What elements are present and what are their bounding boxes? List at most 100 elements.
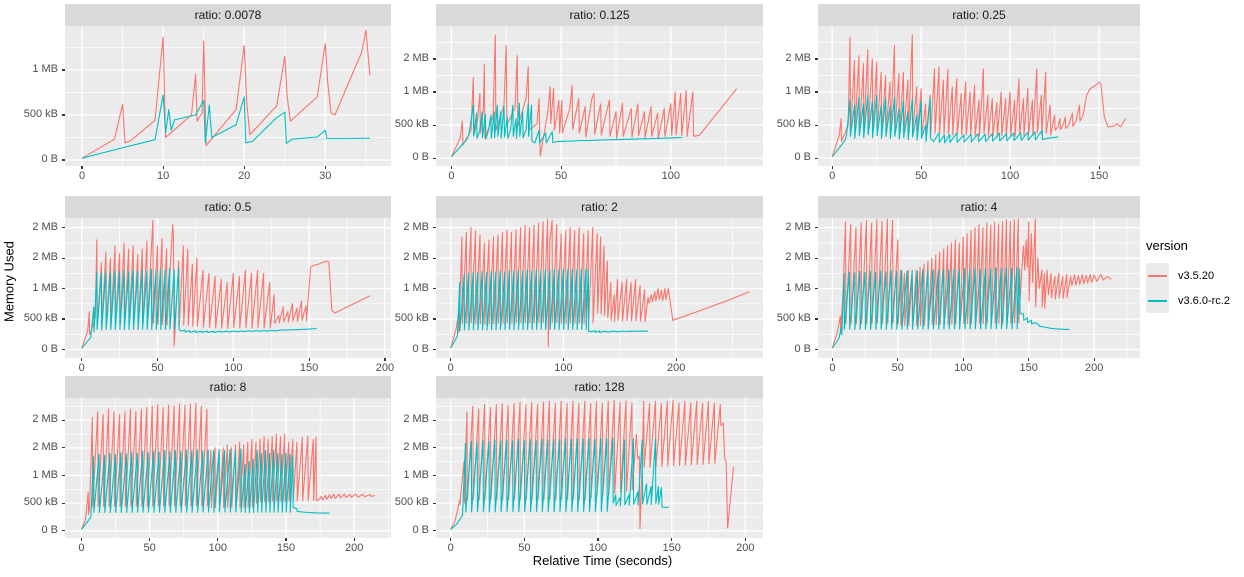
y-tick-label: 2 MB xyxy=(785,52,811,64)
series-line-v3.6.0-rc.2 xyxy=(450,268,649,349)
legend-key xyxy=(1146,288,1169,313)
y-axis-title: Memory Used xyxy=(1,241,17,323)
x-tick-label: 0 xyxy=(829,170,836,182)
legend-key-line-icon xyxy=(1148,274,1167,277)
legend-key-line-icon xyxy=(1148,299,1167,302)
y-axis-labels: 0 B 500 kB 1 MB 2 MB xyxy=(388,26,436,166)
x-tick-mark xyxy=(324,166,326,169)
y-tick-label: 2 MB xyxy=(403,220,429,233)
facet-strip: ratio: 0.25 xyxy=(818,4,1140,26)
y-tick-label: 0 B xyxy=(412,342,429,355)
y-tick-mark xyxy=(433,530,436,532)
y-tick-label: 0 B xyxy=(412,151,429,164)
x-tick-label: 0 xyxy=(78,170,86,182)
x-tick-mark xyxy=(243,166,245,169)
legend-title: version xyxy=(1146,238,1188,253)
series-line-v3.5.20 xyxy=(450,34,738,158)
y-tick-mark xyxy=(433,157,436,159)
x-tick-mark xyxy=(285,538,287,541)
x-tick-label: 100 xyxy=(208,542,227,554)
y-tick-label: 2 MB xyxy=(403,440,429,453)
series-line-v3.6.0-rc.2 xyxy=(450,437,669,530)
series-line-v3.6.0-rc.2 xyxy=(80,448,330,530)
facet-4: ratio: 4 0 B 500 kB 1 MB 2 MB 2 MB 0 50 100 150 20… xyxy=(770,196,1140,378)
y-tick-label: 500 kB xyxy=(394,312,429,324)
x-tick-label: 30 xyxy=(319,170,332,182)
y-axis-labels: 0 B 500 kB 1 MB 2 MB 2 MB xyxy=(388,218,436,358)
legend-entry: v3.6.0-rc.2 xyxy=(1146,288,1242,313)
y-tick-mark xyxy=(433,227,436,229)
x-tick-mark xyxy=(962,358,964,361)
y-tick-mark xyxy=(62,114,65,116)
x-axis-labels: 0 100 200 xyxy=(436,358,763,378)
y-axis-labels: 0 B 500 kB 1 MB 2 MB xyxy=(770,26,818,166)
legend-entry-label: v3.6.0-rc.2 xyxy=(1178,294,1230,307)
x-tick-mark xyxy=(450,358,452,361)
series-line-v3.5.20 xyxy=(831,34,1127,157)
y-tick-mark xyxy=(815,318,818,320)
y-tick-mark xyxy=(62,159,65,161)
facet-strip: ratio: 4 xyxy=(818,196,1140,218)
x-tick-mark xyxy=(597,538,599,541)
x-tick-label: 100 xyxy=(224,362,243,374)
x-tick-mark xyxy=(80,538,83,541)
facet-strip: ratio: 0.125 xyxy=(436,4,763,26)
x-axis-labels: 0 10 20 30 xyxy=(65,166,391,186)
x-tick-label: 200 xyxy=(345,542,364,554)
y-tick-mark xyxy=(62,257,65,259)
facet-strip: ratio: 0.5 xyxy=(65,196,391,218)
x-tick-mark xyxy=(156,358,159,361)
series-line-v3.6.0-rc.2 xyxy=(81,94,370,159)
y-tick-mark xyxy=(815,58,818,60)
x-tick-mark xyxy=(560,166,562,169)
x-tick-mark xyxy=(353,538,355,541)
y-tick-label: 1 MB xyxy=(403,85,429,97)
x-tick-mark xyxy=(920,166,922,169)
y-tick-mark xyxy=(433,288,436,290)
x-tick-label: 150 xyxy=(299,362,319,374)
series-line-v3.6.0-rc.2 xyxy=(81,267,317,349)
facet-strip: ratio: 2 xyxy=(436,196,763,218)
series-line-v3.5.20 xyxy=(80,402,375,530)
y-tick-label: 2 MB xyxy=(32,220,58,233)
y-tick-mark xyxy=(62,227,65,229)
x-tick-label: 200 xyxy=(667,362,686,374)
y-tick-mark xyxy=(62,419,65,421)
y-tick-mark xyxy=(62,69,65,71)
x-tick-label: 10 xyxy=(156,170,170,182)
facet-0.25: ratio: 0.25 0 B 500 kB 1 MB 2 MB 0 50 100 150 xyxy=(770,4,1140,186)
x-tick-mark xyxy=(308,358,310,361)
y-tick-label: 1 MB xyxy=(403,281,429,294)
x-tick-label: 50 xyxy=(518,542,531,554)
y-axis-labels: 0 B 500 kB 1 MB 2 MB 2 MB xyxy=(388,398,436,538)
series-line-v3.5.20 xyxy=(450,218,750,349)
facet-panel xyxy=(65,218,391,358)
x-tick-mark xyxy=(217,538,219,541)
y-tick-mark xyxy=(815,91,818,93)
x-tick-label: 0 xyxy=(447,362,454,374)
facet-panel xyxy=(436,398,763,538)
y-tick-mark xyxy=(433,474,436,477)
x-tick-label: 50 xyxy=(554,170,568,182)
y-tick-mark xyxy=(62,474,65,477)
x-tick-mark xyxy=(232,358,234,361)
x-tick-label: 20 xyxy=(238,170,251,182)
y-tick-label: 0 B xyxy=(794,342,811,355)
y-axis-labels: 0 B 500 kB 1 MB 2 MB 2 MB xyxy=(17,398,65,538)
facet-panel xyxy=(818,26,1140,166)
x-axis-labels: 0 50 100 xyxy=(436,166,763,186)
y-tick-label: 2 MB xyxy=(32,251,58,264)
x-axis-title: Relative Time (seconds) xyxy=(532,553,673,568)
x-axis-labels: 0 50 100 150 xyxy=(818,166,1140,186)
y-tick-label: 2 MB xyxy=(785,251,811,264)
y-tick-label: 2 MB xyxy=(403,251,429,264)
x-tick-mark xyxy=(81,358,83,361)
series-line-v3.5.20 xyxy=(81,29,371,159)
facet-panel xyxy=(436,26,763,166)
y-tick-label: 2 MB xyxy=(403,52,429,64)
series-line-v3.6.0-rc.2 xyxy=(831,94,1059,158)
x-axis-labels: 0 50 100 150 200 xyxy=(818,358,1140,378)
facet-strip: ratio: 128 xyxy=(436,376,763,398)
x-tick-label: 0 xyxy=(829,362,836,374)
x-tick-label: 50 xyxy=(891,362,904,374)
